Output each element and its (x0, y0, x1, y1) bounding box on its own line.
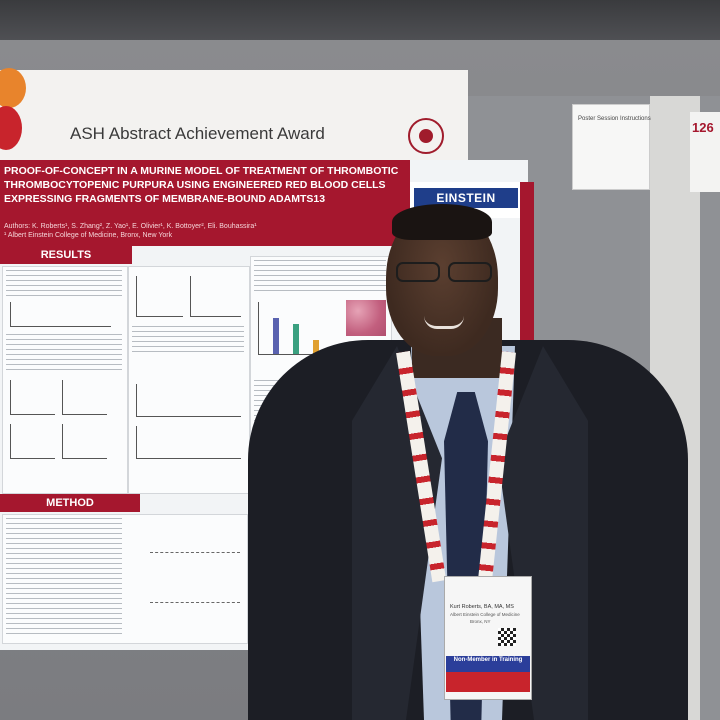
poster-title: Proof-of-concept in a murine model of tr… (4, 165, 399, 205)
figure-bar (273, 318, 279, 354)
award-banner (0, 70, 468, 162)
poster-figure (190, 276, 241, 317)
section-method: METHOD (0, 494, 140, 512)
figure-bar (313, 340, 319, 354)
instruction-sign (572, 104, 650, 190)
banner-decoration (0, 106, 22, 150)
results-panel (2, 266, 128, 494)
banner-decoration (0, 68, 26, 108)
poster-side-strip (520, 182, 534, 372)
poster-authors: Authors: K. Roberts¹, S. Zhang², Z. Yao¹… (4, 223, 257, 230)
badge-institution-location: Bronx, NY (470, 619, 491, 624)
einstein-logo-text: EINSTEIN (414, 188, 518, 208)
poster-figure (136, 276, 183, 317)
poster-figure (136, 384, 241, 417)
person-hair (392, 204, 492, 240)
glasses-lens (448, 262, 492, 282)
microscopy-image (346, 300, 386, 336)
poster-figure (10, 302, 111, 327)
results-panel (128, 266, 250, 494)
poster-institution: ¹ Albert Einstein College of Medicine, B… (4, 232, 173, 239)
badge-category: Non-Member in Training (446, 656, 530, 672)
method-diagram (150, 522, 240, 553)
poster-figure (10, 380, 55, 415)
glasses-lens (396, 262, 440, 282)
section-results: RESULTS (0, 246, 132, 264)
instruction-sign-title: Poster Session Instructions (578, 116, 651, 122)
method-diagram (150, 572, 240, 603)
poster-figure (10, 424, 55, 459)
board-number: 126 (692, 120, 714, 135)
poster-header (0, 160, 410, 246)
poster-figure (62, 424, 107, 459)
badge-ribbon (446, 672, 530, 692)
poster-text-block (6, 270, 122, 300)
poster-text-block (6, 518, 122, 636)
board-number-sign (690, 112, 720, 192)
ash-logo-icon (408, 118, 444, 154)
glasses-icon (392, 262, 498, 284)
award-title: ASH Abstract Achievement Award (70, 124, 325, 143)
figure-bar (293, 324, 299, 354)
badge-name: Kurt Roberts, BA, MA, MS (450, 604, 514, 610)
poster-figure (62, 380, 107, 415)
qr-code-icon (498, 628, 516, 646)
poster-text-block (6, 334, 122, 374)
poster-bar-figure (258, 302, 339, 355)
poster-text-block (132, 326, 244, 354)
person-smile (424, 316, 464, 329)
poster-text-block (254, 260, 386, 294)
poster-figure (136, 426, 241, 459)
badge-institution: Albert Einstein College of Medicine (450, 612, 520, 617)
